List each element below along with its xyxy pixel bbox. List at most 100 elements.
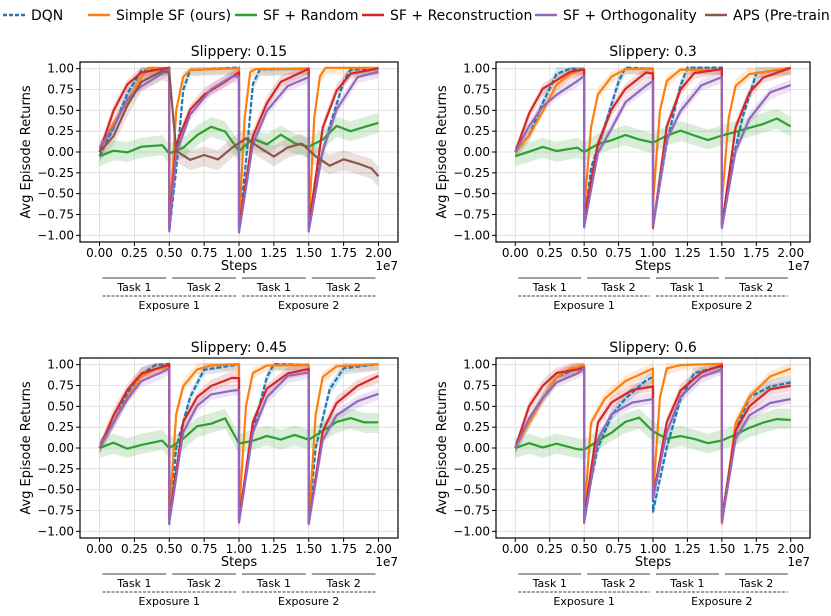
x-tick-label: 0.00 bbox=[502, 542, 529, 556]
legend-label: Simple SF (ours) bbox=[116, 8, 231, 24]
exposure-label: Exposure 1 bbox=[139, 299, 200, 312]
legend-label: SF + Random bbox=[263, 8, 359, 24]
chart-title: Slippery: 0.45 bbox=[191, 340, 287, 356]
legend-label: SF + Orthogonality bbox=[563, 8, 697, 24]
chart-title: Slippery: 0.3 bbox=[609, 44, 697, 60]
x-tick-label: 0.75 bbox=[605, 246, 632, 260]
x-axis-multiplier: 1e7 bbox=[787, 259, 810, 273]
y-tick-label: 1.00 bbox=[463, 358, 490, 372]
x-tick-label: 1.75 bbox=[743, 542, 770, 556]
x-tick-label: 1.75 bbox=[330, 542, 357, 556]
x-tick-label: 2.00 bbox=[365, 246, 392, 260]
y-tick-label: −0.50 bbox=[453, 483, 490, 497]
y-tick-label: −1.00 bbox=[453, 524, 490, 538]
y-tick-label: −0.25 bbox=[37, 462, 74, 476]
y-tick-label: 0.25 bbox=[47, 420, 74, 434]
task-label: Task 2 bbox=[186, 281, 221, 294]
x-axis-multiplier: 1e7 bbox=[375, 259, 398, 273]
y-tick-label: −0.50 bbox=[37, 483, 74, 497]
x-tick-label: 0.75 bbox=[605, 542, 632, 556]
x-axis-multiplier: 1e7 bbox=[787, 555, 810, 569]
task-label: Task 2 bbox=[325, 577, 360, 590]
y-tick-label: −1.00 bbox=[453, 228, 490, 242]
series-line bbox=[98, 363, 379, 525]
x-axis-label: Steps bbox=[221, 555, 258, 570]
series-line bbox=[514, 74, 792, 229]
series-line bbox=[514, 364, 791, 520]
y-tick-label: 0.75 bbox=[463, 83, 490, 97]
x-tick-label: 1.50 bbox=[709, 542, 736, 556]
y-tick-label: −0.25 bbox=[453, 166, 490, 180]
task-label: Task 1 bbox=[669, 281, 704, 294]
y-tick-label: 1.00 bbox=[47, 358, 74, 372]
y-tick-label: 0.00 bbox=[47, 145, 74, 159]
chart-panel: 0.00 0.25 0.50 0.75 1.00 1.25 1.50 1.75 2.00 1.00… bbox=[435, 340, 811, 608]
exposure-label: Exposure 2 bbox=[278, 595, 339, 608]
series-line bbox=[98, 70, 380, 178]
task-label: Task 1 bbox=[669, 577, 704, 590]
series-line bbox=[514, 366, 791, 524]
task-label: Task 1 bbox=[256, 577, 291, 590]
x-tick-label: 0.75 bbox=[191, 246, 218, 260]
x-tick-label: 0.25 bbox=[536, 542, 563, 556]
x-tick-label: 2.00 bbox=[777, 542, 804, 556]
x-tick-label: 1.50 bbox=[295, 542, 322, 556]
task-label: Task 2 bbox=[325, 281, 360, 294]
chart-panel: 0.00 0.25 0.50 0.75 1.00 1.25 1.50 1.75 2.00 1.00… bbox=[435, 44, 811, 312]
legend-item: SF + Reconstruction bbox=[362, 8, 532, 24]
x-tick-label: 1.00 bbox=[226, 246, 253, 260]
exposure-label: Exposure 2 bbox=[278, 299, 339, 312]
task-label: Task 1 bbox=[116, 281, 151, 294]
legend-label: SF + Reconstruction bbox=[390, 8, 532, 24]
x-axis-label: Steps bbox=[221, 259, 258, 274]
task-label: Task 2 bbox=[738, 281, 773, 294]
y-tick-label: −0.75 bbox=[453, 208, 490, 222]
y-tick-label: 0.75 bbox=[463, 379, 490, 393]
y-tick-label: 0.50 bbox=[47, 399, 74, 413]
series-line bbox=[514, 66, 792, 229]
series-line bbox=[514, 66, 791, 213]
legend-item: SF + Random bbox=[235, 8, 359, 24]
task-label: Task 1 bbox=[256, 281, 291, 294]
x-tick-label: 1.00 bbox=[640, 542, 667, 556]
x-tick-label: 0.00 bbox=[86, 246, 113, 260]
task-label: Task 2 bbox=[600, 577, 635, 590]
x-tick-label: 1.25 bbox=[261, 246, 288, 260]
legend-item: APS (Pre-train) bbox=[705, 8, 831, 24]
y-tick-label: 0.00 bbox=[463, 145, 490, 159]
task-label: Task 2 bbox=[186, 577, 221, 590]
x-axis-label: Steps bbox=[635, 555, 672, 570]
x-tick-label: 2.00 bbox=[777, 246, 804, 260]
y-tick-label: −0.25 bbox=[37, 166, 74, 180]
y-tick-label: −1.00 bbox=[37, 228, 74, 242]
legend: DQN Simple SF (ours) SF + Random SF + Recon… bbox=[3, 8, 831, 24]
exposure-label: Exposure 1 bbox=[139, 595, 200, 608]
x-tick-label: 1.25 bbox=[261, 542, 288, 556]
chart-panel: 0.00 0.25 0.50 0.75 1.00 1.25 1.50 1.75 2.00 1.00… bbox=[19, 44, 399, 312]
y-tick-label: 0.50 bbox=[47, 103, 74, 117]
y-tick-label: 0.25 bbox=[463, 420, 490, 434]
exposure-label: Exposure 1 bbox=[553, 299, 614, 312]
x-tick-label: 1.00 bbox=[226, 542, 253, 556]
x-tick-label: 1.50 bbox=[709, 246, 736, 260]
y-tick-label: 0.75 bbox=[47, 83, 74, 97]
y-tick-label: 0.00 bbox=[463, 441, 490, 455]
task-label: Task 2 bbox=[600, 281, 635, 294]
y-tick-label: 0.25 bbox=[47, 124, 74, 138]
legend-label: APS (Pre-train) bbox=[733, 8, 831, 24]
y-tick-label: 0.50 bbox=[463, 103, 490, 117]
chart-panel: 0.00 0.25 0.50 0.75 1.00 1.25 1.50 1.75 2.00 1.00… bbox=[19, 340, 399, 608]
x-axis-multiplier: 1e7 bbox=[375, 555, 398, 569]
y-tick-label: −0.75 bbox=[453, 504, 490, 518]
y-tick-label: 1.00 bbox=[47, 62, 74, 76]
x-tick-label: 0.50 bbox=[156, 542, 183, 556]
y-tick-label: 0.50 bbox=[463, 399, 490, 413]
y-tick-label: 1.00 bbox=[463, 62, 490, 76]
y-tick-label: −1.00 bbox=[37, 524, 74, 538]
chart-title: Slippery: 0.15 bbox=[191, 44, 287, 60]
exposure-label: Exposure 1 bbox=[553, 595, 614, 608]
y-tick-label: 0.75 bbox=[47, 379, 74, 393]
y-tick-label: −0.50 bbox=[453, 187, 490, 201]
